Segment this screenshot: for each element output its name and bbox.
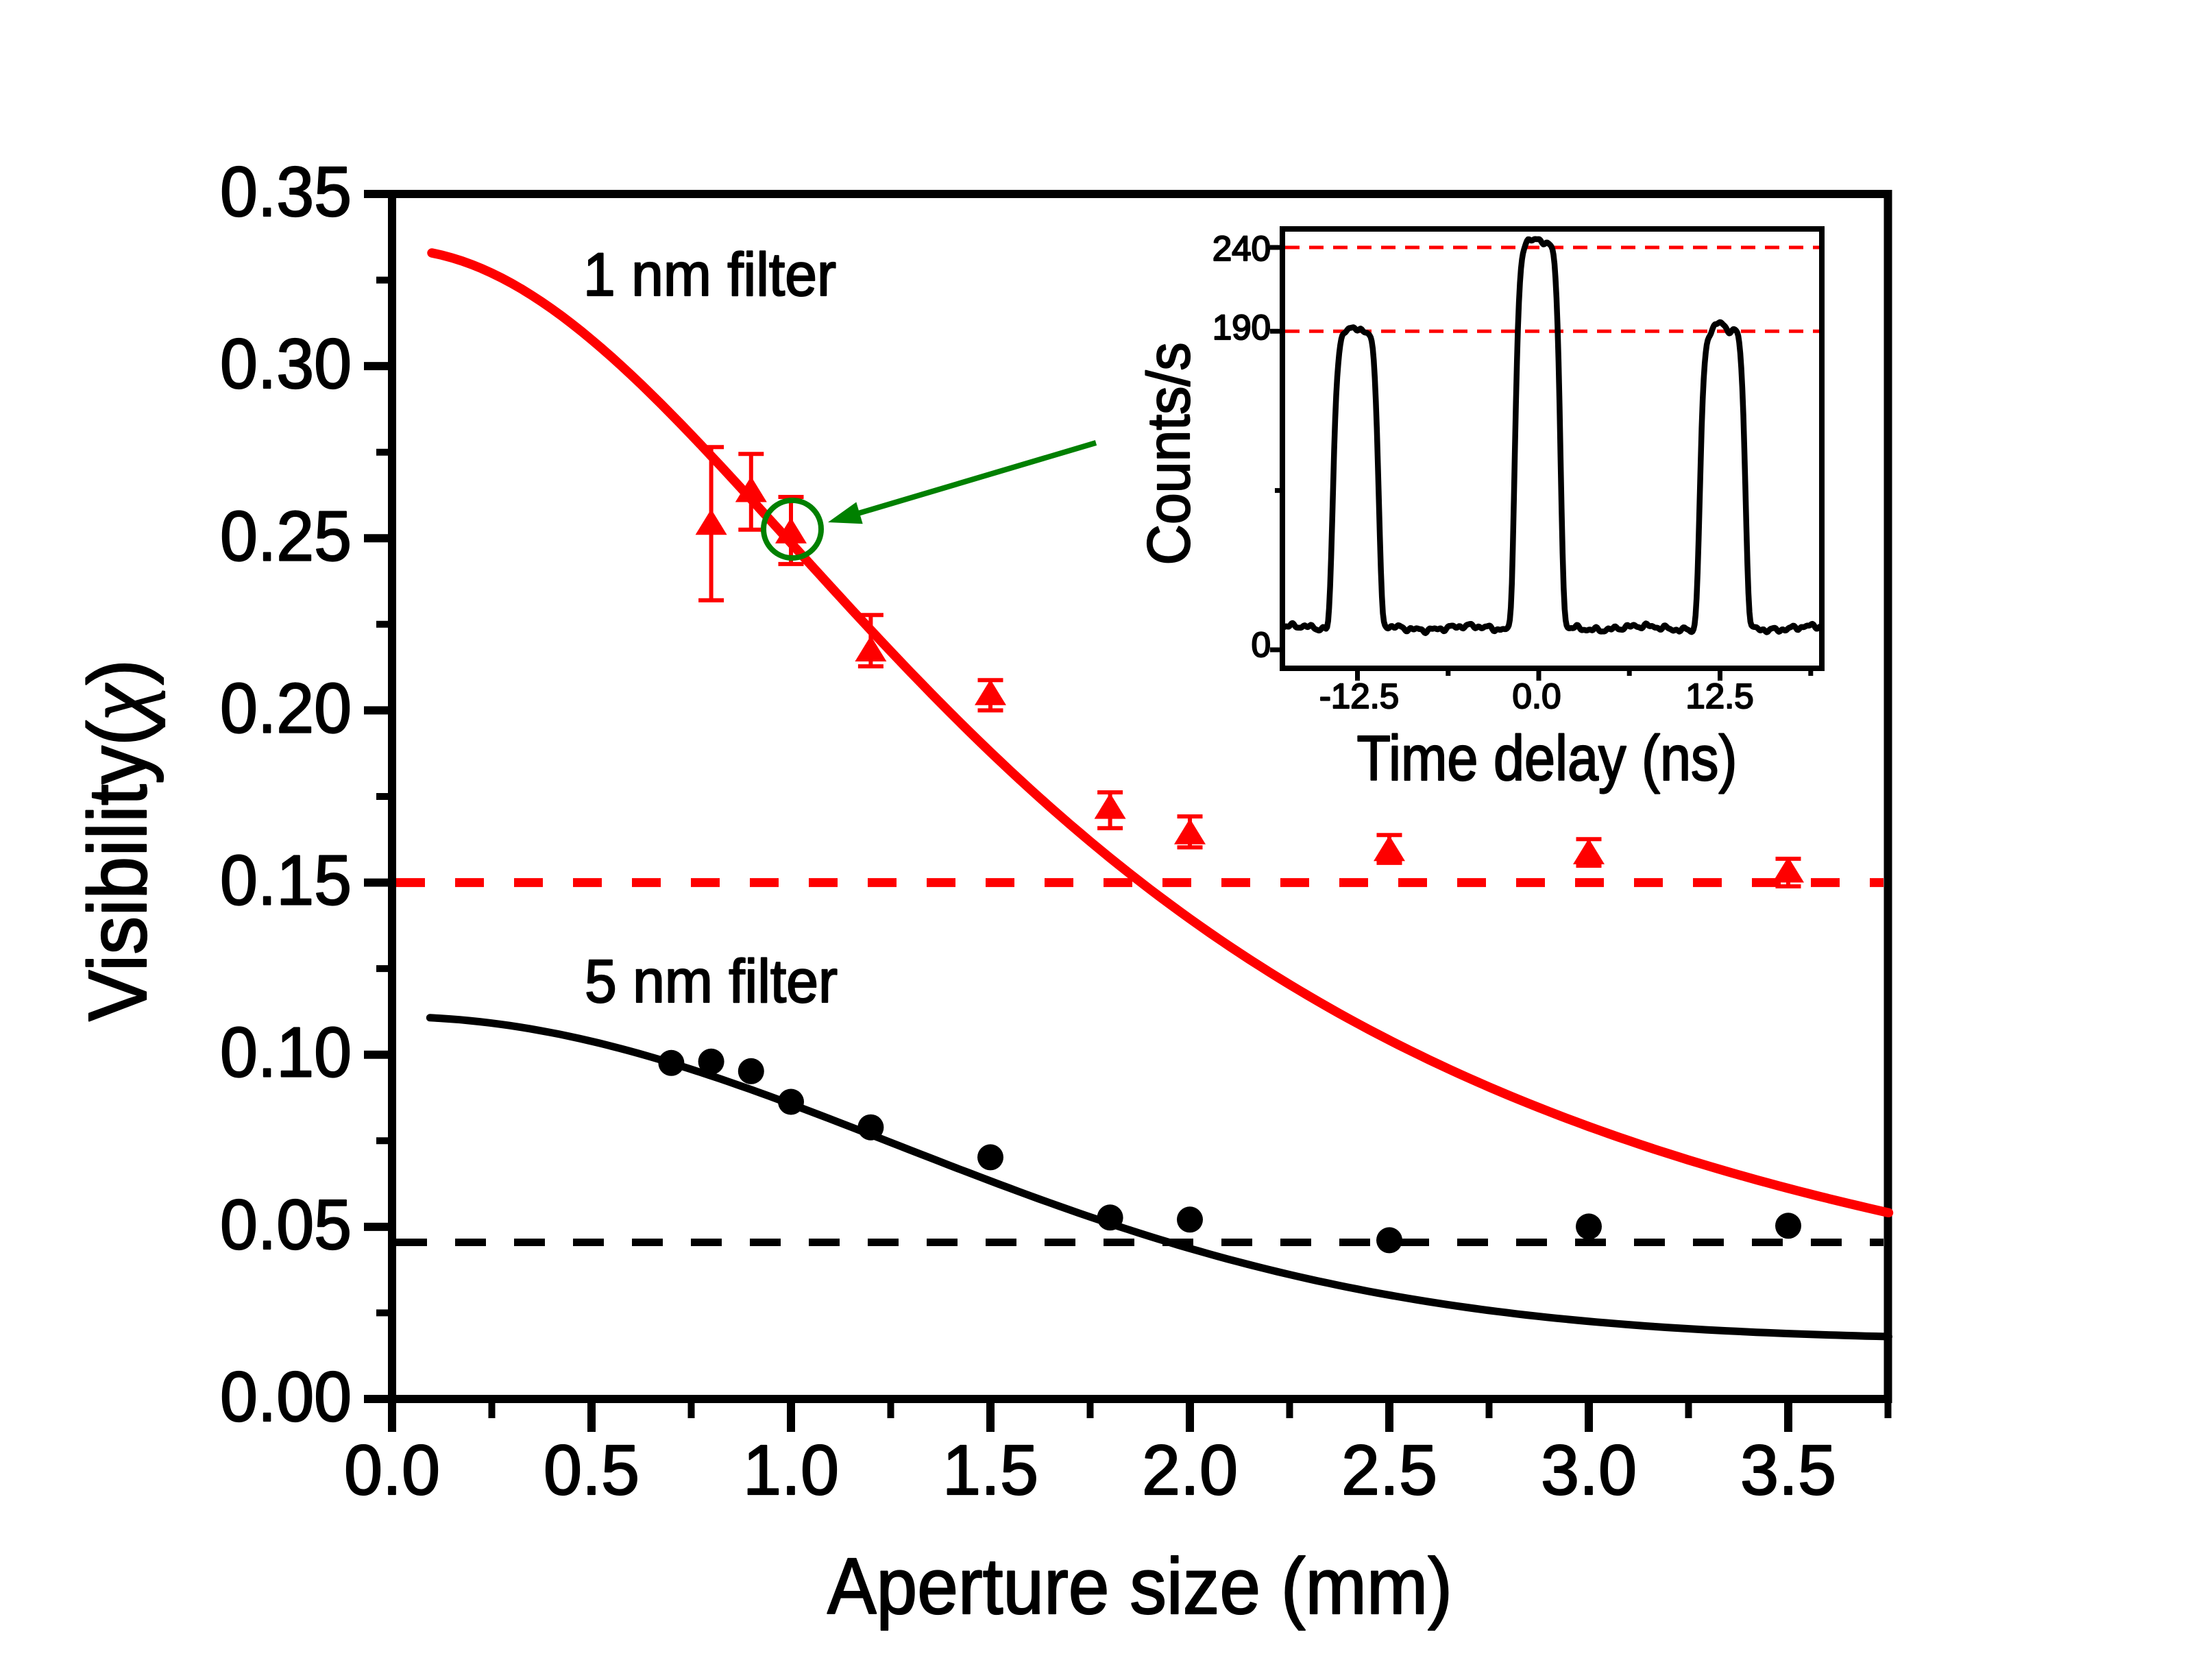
svg-text:0.05: 0.05 [220, 1185, 352, 1264]
svg-text:0: 0 [1252, 625, 1271, 664]
svg-text:-12.5: -12.5 [1319, 677, 1399, 716]
svg-text:5 nm filter: 5 nm filter [585, 947, 838, 1015]
svg-text:0.00: 0.00 [220, 1357, 352, 1436]
svg-text:0.0: 0.0 [344, 1431, 440, 1509]
svg-text:Visibility(χ): Visibility(χ) [69, 659, 165, 1021]
svg-text:0.0: 0.0 [1513, 677, 1561, 716]
svg-text:190: 190 [1212, 308, 1271, 347]
svg-text:2.5: 2.5 [1341, 1431, 1437, 1509]
svg-text:0.5: 0.5 [544, 1431, 639, 1509]
svg-text:3.0: 3.0 [1541, 1431, 1637, 1509]
svg-text:0.30: 0.30 [220, 324, 352, 403]
svg-text:0.15: 0.15 [220, 841, 352, 920]
svg-text:2.0: 2.0 [1142, 1431, 1238, 1509]
svg-text:12.5: 12.5 [1685, 677, 1753, 716]
svg-text:0.20: 0.20 [220, 668, 352, 747]
svg-text:240: 240 [1212, 229, 1271, 268]
svg-text:Counts/s: Counts/s [1136, 343, 1202, 565]
svg-text:0.25: 0.25 [220, 496, 352, 575]
svg-text:0.10: 0.10 [220, 1013, 352, 1092]
svg-text:3.5: 3.5 [1740, 1431, 1836, 1509]
svg-text:Time delay (ns): Time delay (ns) [1357, 722, 1738, 794]
svg-text:1.5: 1.5 [942, 1431, 1038, 1509]
svg-text:Aperture size (mm): Aperture size (mm) [827, 1542, 1452, 1631]
svg-text:1.0: 1.0 [743, 1431, 839, 1509]
svg-text:1 nm filter: 1 nm filter [583, 240, 836, 308]
svg-text:0.35: 0.35 [220, 152, 352, 231]
